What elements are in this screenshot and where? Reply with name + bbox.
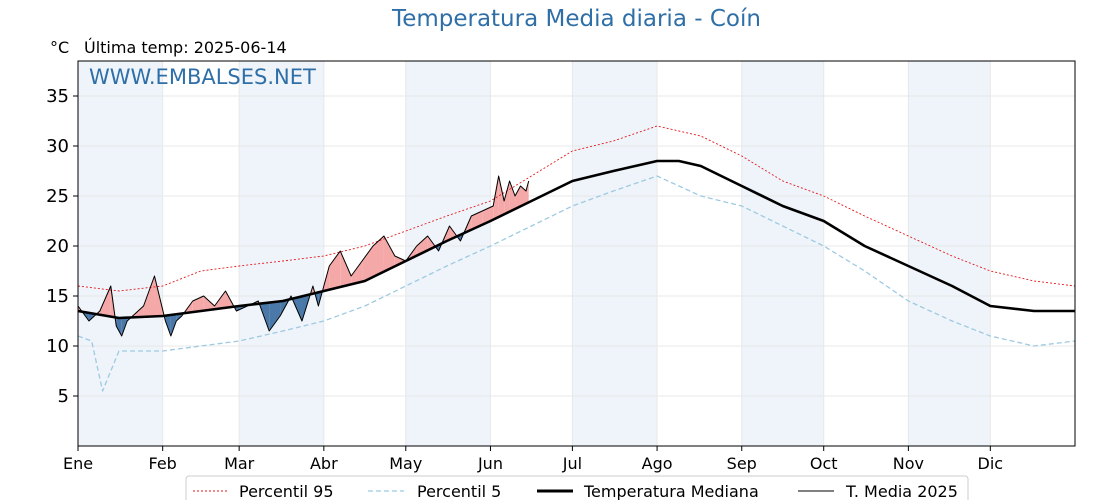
legend-label-p95: Percentil 95 <box>239 482 334 500</box>
fill-above-median <box>351 261 363 285</box>
x-tick-label-Feb: Feb <box>149 454 177 473</box>
fill-above-median <box>383 236 395 272</box>
line-temperatura-mediana <box>77 159 1075 320</box>
x-tick-label-Oct: Oct <box>810 454 838 473</box>
shade-Nov <box>908 61 991 446</box>
plot-frame <box>77 60 1076 447</box>
x-tick-label-Nov: Nov <box>893 454 924 473</box>
fill-above-median <box>329 251 341 290</box>
fill-above-median <box>498 176 505 217</box>
legend-label-median: Temperatura Mediana <box>583 482 759 500</box>
x-tick-label-Ago: Ago <box>642 454 673 473</box>
fill-above-median <box>143 276 155 317</box>
x-tick-label-Jul: Jul <box>562 454 582 473</box>
x-axis-ticks: Ene Feb Mar Abr May Jun Jul Ago Sep Oct Nov Dic <box>63 446 1003 473</box>
series-lines <box>77 125 1076 392</box>
fill-above-median <box>362 246 374 282</box>
shade-Mar <box>239 61 324 446</box>
fill-below-median <box>170 314 177 336</box>
fill-above-median <box>525 181 529 204</box>
month-shading <box>78 61 991 446</box>
legend-box <box>185 475 969 500</box>
fill-below-median <box>165 314 171 336</box>
x-tick-label-Sep: Sep <box>727 454 757 473</box>
x-tick-label-Ene: Ene <box>63 454 93 473</box>
y-tick-label-35: 35 <box>46 86 69 107</box>
line-percentil-95 <box>77 125 1076 292</box>
x-tick-label-Mar: Mar <box>224 454 255 473</box>
shade-Ene <box>78 61 163 446</box>
fill-above-median <box>520 186 526 207</box>
x-tick-label-Abr: Abr <box>310 454 338 473</box>
y-tick-label-10: 10 <box>46 336 69 357</box>
fill-above-median <box>515 186 521 209</box>
line-percentil-5 <box>77 175 1076 392</box>
last-temp-label: Última temp: 2025-06-14 <box>84 38 287 57</box>
x-tick-label-Jun: Jun <box>477 454 503 473</box>
line-t-media-2025 <box>77 175 530 337</box>
fill-below-median <box>116 317 122 336</box>
fill-above-median <box>504 181 510 215</box>
fill-above-median <box>340 251 352 287</box>
watermark: WWW.EMBALSES.NET <box>89 65 316 89</box>
chart-title: Temperatura Media diaria - Coín <box>392 6 761 32</box>
grid-lines <box>78 61 1075 446</box>
shade-Jul <box>572 61 658 446</box>
fill-above-median <box>509 181 516 212</box>
y-tick-label-20: 20 <box>46 236 69 257</box>
legend-label-p5: Percentil 5 <box>417 482 501 500</box>
x-tick-label-Dic: Dic <box>978 454 1004 473</box>
fill-above-median <box>373 236 384 277</box>
legend: Percentil 95 Percentil 5 Temperatura Med… <box>185 475 969 500</box>
y-tick-label-5: 5 <box>58 386 69 407</box>
shade-Sep <box>741 61 824 446</box>
y-tick-label-15: 15 <box>46 286 69 307</box>
y-axis-ticks: 5 10 15 20 25 30 35 <box>46 86 78 407</box>
y-unit-label: °C <box>50 38 70 57</box>
x-tick-label-May: May <box>389 454 422 473</box>
fill-above-median <box>203 296 215 311</box>
fill-below-median <box>269 301 281 331</box>
y-tick-label-30: 30 <box>46 136 69 157</box>
legend-label-current: T. Media 2025 <box>845 482 958 500</box>
y-tick-label-25: 25 <box>46 186 69 207</box>
fill-above-median <box>99 286 111 317</box>
